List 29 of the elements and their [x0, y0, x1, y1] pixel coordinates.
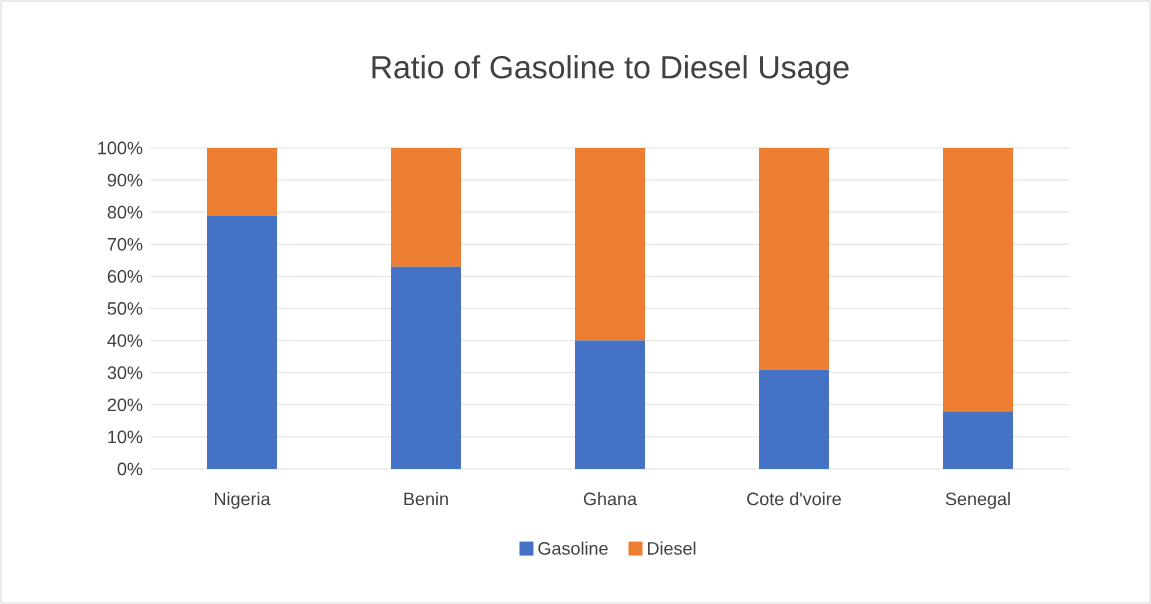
x-tick-label: Ghana	[583, 492, 638, 506]
y-tick-label: 50%	[107, 302, 143, 315]
bar	[391, 266, 462, 469]
y-tick-label: 40%	[107, 334, 143, 347]
y-tick-label: 60%	[107, 270, 143, 283]
bar	[575, 340, 646, 469]
x-tick-label: Benin	[404, 492, 448, 506]
y-tick-label: 80%	[107, 205, 143, 219]
bar	[759, 369, 830, 469]
bar	[207, 215, 278, 469]
bar	[575, 147, 646, 341]
legend-label: Gasoline	[538, 541, 608, 555]
y-tick-label: 10%	[108, 430, 143, 444]
y-tick-label: 70%	[107, 237, 143, 251]
x-tick-label: Cote d'voire	[747, 492, 841, 506]
y-tick-label: 100%	[98, 141, 143, 155]
y-tick-label: 30%	[107, 366, 143, 380]
bar	[391, 147, 462, 267]
x-tick-label: Nigeria	[214, 492, 271, 509]
x-tick-label: Senegal	[945, 492, 1010, 509]
y-tick-label: 90%	[107, 173, 143, 187]
bar	[207, 147, 278, 216]
legend-label: Diesel	[647, 541, 696, 555]
y-tick-label: 0%	[117, 462, 143, 476]
y-tick-label: 20%	[107, 398, 143, 412]
chart-title: Ratio of Gasoline to Diesel Usage	[372, 55, 849, 85]
bar	[943, 147, 1013, 412]
bar	[943, 411, 1013, 469]
bar	[759, 147, 830, 370]
